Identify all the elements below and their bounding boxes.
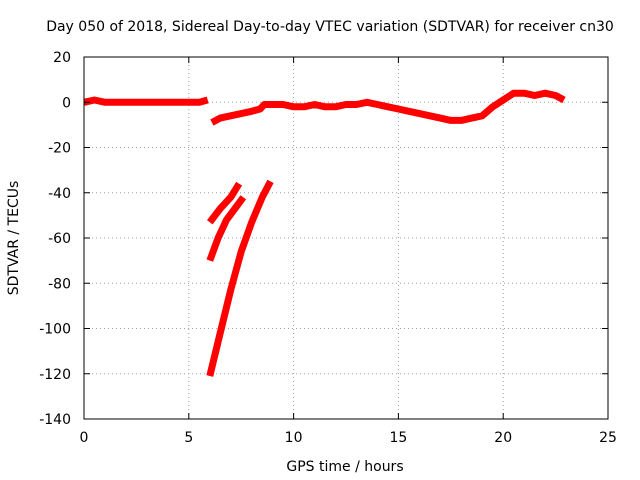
- x-tick-label: 15: [389, 430, 407, 446]
- y-tick-label: -100: [39, 322, 71, 338]
- series-track-1: [83, 96, 209, 106]
- y-tick-label: -140: [39, 412, 71, 428]
- axis-ticks: 0 5 10 15 20 25 20 0 -20 -40 -60 -80 -100 -120 -140: [39, 50, 617, 446]
- y-tick-label: -20: [48, 141, 71, 157]
- series-track-3: [207, 181, 243, 225]
- grid-lines: [84, 57, 608, 419]
- series-track-5: [206, 179, 274, 377]
- series-track-4: [206, 195, 247, 262]
- x-tick-label: 10: [285, 430, 303, 446]
- series-track-2: [210, 89, 566, 126]
- y-axis-label: SDTVAR / TECUs: [6, 181, 22, 296]
- y-tick-label: 0: [62, 95, 71, 111]
- y-tick-label: -80: [48, 276, 71, 292]
- data-series: [83, 89, 566, 377]
- y-tick-label: -40: [48, 186, 71, 202]
- x-tick-label: 20: [494, 430, 512, 446]
- y-tick-label: -120: [39, 367, 71, 383]
- x-tick-label: 5: [184, 430, 193, 446]
- y-tick-label: -60: [48, 231, 71, 247]
- y-tick-label: 20: [53, 50, 71, 66]
- x-axis-label: GPS time / hours: [286, 459, 403, 475]
- chart-title: Day 050 of 2018, Sidereal Day-to-day VTE…: [46, 19, 614, 35]
- plot-frame: [83, 56, 609, 420]
- x-tick-label: 25: [599, 430, 617, 446]
- x-tick-label: 0: [80, 430, 89, 446]
